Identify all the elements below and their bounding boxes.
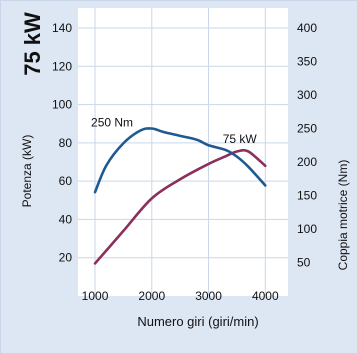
y-right-tick-label: 400 xyxy=(297,21,317,35)
y-left-tick-label: 80 xyxy=(59,136,73,150)
x-tick-label: 1000 xyxy=(82,289,109,303)
y-right-tick-label: 250 xyxy=(297,122,317,136)
y-right-tick-label: 300 xyxy=(297,88,317,102)
annotation-label: 75 kW xyxy=(223,132,258,146)
y-left-tick-label: 100 xyxy=(52,98,72,112)
x-tick-label: 3000 xyxy=(195,289,222,303)
y-right-tick-label: 150 xyxy=(297,189,317,203)
y-left-tick-label: 120 xyxy=(52,59,72,73)
x-tick-label: 4000 xyxy=(252,289,279,303)
y-left-tick-label: 20 xyxy=(59,251,73,265)
y-right-tick-label: 100 xyxy=(297,222,317,236)
y-left-tick-label: 40 xyxy=(59,212,73,226)
plot-background xyxy=(78,8,288,296)
y-left-tick-label: 60 xyxy=(59,174,73,188)
x-axis-label: Numero giri (giri/min) xyxy=(137,314,259,329)
y-right-tick-label: 50 xyxy=(297,256,311,270)
y-right-tick-label: 200 xyxy=(297,155,317,169)
y-right-tick-label: 350 xyxy=(297,55,317,69)
series-line-power xyxy=(93,148,267,265)
x-tick-label: 2000 xyxy=(138,289,165,303)
y-left-tick-label: 140 xyxy=(52,21,72,35)
annotation-label: 250 Nm xyxy=(91,115,133,129)
series-line-torque xyxy=(93,127,267,194)
